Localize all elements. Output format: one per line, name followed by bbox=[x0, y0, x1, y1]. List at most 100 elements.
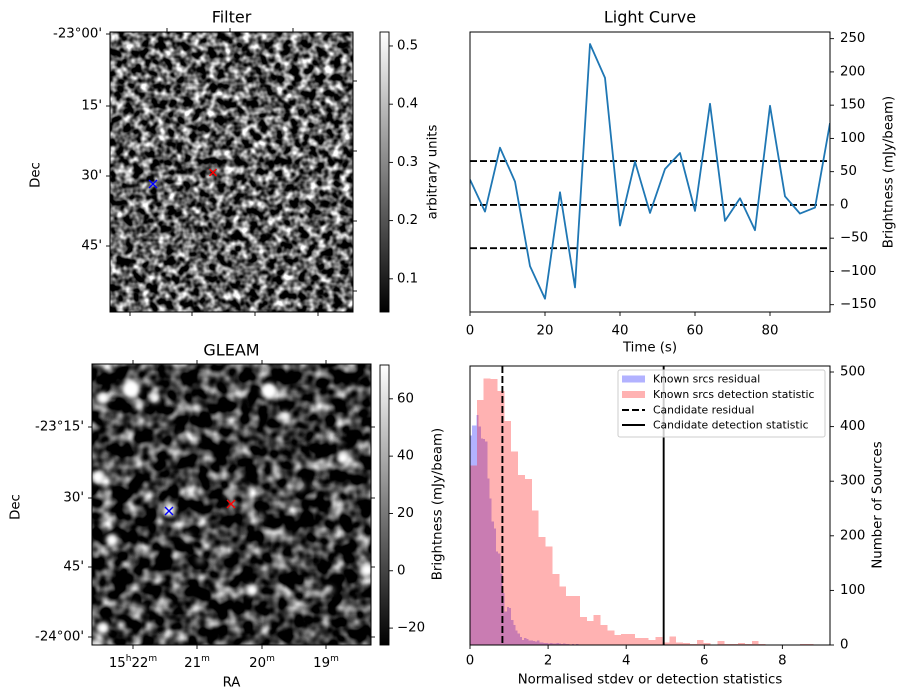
y-tick-label: 400 bbox=[840, 419, 865, 434]
y-tick-label: 100 bbox=[840, 131, 865, 146]
x-axis-label: Time (s) bbox=[622, 341, 677, 356]
radio-source bbox=[325, 585, 335, 595]
y-tick-label: 500 bbox=[840, 365, 865, 380]
residual-histogram-bar bbox=[558, 643, 562, 645]
residual-histogram-bar bbox=[571, 643, 575, 645]
y-tick-label: 250 bbox=[840, 31, 865, 46]
residual-histogram-bar bbox=[517, 633, 520, 645]
legend-residual-swatch bbox=[622, 375, 645, 383]
residual-histogram-bar bbox=[550, 642, 553, 645]
detection-histogram-bar bbox=[758, 643, 766, 645]
residual-histogram-bar bbox=[474, 425, 477, 645]
colorbar-tick-label: 60 bbox=[397, 391, 414, 406]
light-curve-panel: 0 20 40 60 80 250 200 150 100 50 0 −50 −100 −150 Light… bbox=[466, 8, 897, 356]
residual-histogram-bar bbox=[485, 441, 488, 645]
detection-histogram-bar bbox=[524, 479, 532, 645]
dec-axis-label: Dec bbox=[29, 162, 44, 188]
detection-histogram-bars bbox=[470, 378, 814, 645]
x-tick-label: 20 bbox=[537, 324, 554, 339]
residual-histogram-bar bbox=[493, 528, 497, 645]
x-axis-label: Normalised stdev or detection statistics bbox=[518, 673, 783, 688]
radio-source bbox=[337, 452, 349, 464]
residual-histogram-bar bbox=[487, 478, 490, 645]
cross-stroke bbox=[226, 499, 236, 509]
x-tick-label: 40 bbox=[612, 324, 629, 339]
colorbar: 0.5 0.4 0.3 0.2 0.1 arbitrary units bbox=[379, 31, 441, 313]
colorbar-gradient bbox=[380, 32, 389, 312]
detection-histogram-bar bbox=[614, 635, 622, 645]
dec-tick-label: 45' bbox=[81, 239, 102, 254]
residual-histogram-bar bbox=[476, 415, 479, 645]
residual-histogram-bar bbox=[532, 641, 536, 645]
residual-histogram-bar bbox=[556, 642, 559, 645]
x-tick-label: 0 bbox=[466, 324, 474, 339]
detection-histogram-bar bbox=[531, 510, 539, 645]
residual-histogram-bar bbox=[543, 642, 546, 645]
detection-histogram-bar bbox=[634, 637, 642, 645]
legend-label: Candidate detection statistic bbox=[653, 419, 809, 432]
residual-histogram-bar bbox=[502, 593, 505, 645]
radio-source bbox=[136, 604, 146, 614]
residual-histogram-bar bbox=[506, 606, 510, 645]
detection-histogram-bar bbox=[669, 636, 677, 645]
detection-histogram-bar bbox=[497, 391, 505, 645]
residual-histogram-bar bbox=[500, 573, 503, 645]
residual-histogram-bar bbox=[498, 553, 501, 645]
residual-histogram-bar bbox=[535, 641, 538, 645]
residual-histogram-bar bbox=[489, 498, 492, 645]
y-tick-label: 100 bbox=[840, 583, 865, 598]
radio-source bbox=[178, 433, 186, 441]
radio-source bbox=[122, 380, 140, 398]
detection-histogram-bar bbox=[490, 379, 498, 645]
detection-histogram-bar bbox=[717, 641, 725, 645]
x-tick-label: 4 bbox=[622, 654, 630, 669]
residual-histogram-bar bbox=[515, 630, 518, 645]
y-tick-label: −50 bbox=[840, 231, 868, 246]
y-tick-label: 0 bbox=[840, 197, 848, 212]
detection-histogram-bar bbox=[545, 546, 553, 645]
plot-frame bbox=[469, 365, 831, 646]
radio-source bbox=[255, 512, 265, 522]
detection-histogram-bar bbox=[586, 620, 594, 645]
residual-histogram-bar bbox=[563, 643, 566, 645]
x-tick-label: 60 bbox=[687, 324, 704, 339]
filter-frame bbox=[109, 31, 354, 313]
ra-tick-label: 15h22m bbox=[109, 654, 157, 671]
gleam-title: GLEAM bbox=[203, 341, 259, 360]
gleam-frame bbox=[91, 363, 372, 646]
ra-unit-superscript: h bbox=[126, 654, 132, 664]
radio-source bbox=[97, 392, 109, 404]
radio-source bbox=[150, 393, 160, 403]
detection-histogram-bar bbox=[600, 624, 608, 645]
radio-source bbox=[92, 470, 105, 484]
radio-source bbox=[246, 584, 258, 596]
ra-unit-superscript: m bbox=[148, 654, 157, 664]
residual-histogram-bar bbox=[530, 640, 533, 645]
residual-histogram-bar bbox=[496, 551, 499, 645]
residual-histogram-bar bbox=[519, 636, 523, 645]
residual-histogram-bar bbox=[576, 643, 579, 645]
detection-histogram-bar bbox=[566, 595, 574, 645]
dec-tick-label: 45' bbox=[63, 560, 84, 575]
ra-unit-superscript: m bbox=[201, 654, 210, 664]
filter-title: Filter bbox=[212, 8, 252, 27]
y-tick-label: 300 bbox=[840, 474, 865, 489]
residual-histogram-bar bbox=[472, 425, 475, 645]
residual-histogram-bar bbox=[522, 640, 525, 645]
detection-histogram-bar bbox=[511, 451, 519, 645]
residual-histogram-bar bbox=[539, 642, 542, 645]
radio-source bbox=[182, 532, 192, 542]
detection-histogram-bar bbox=[579, 617, 587, 645]
residual-histogram-bar bbox=[470, 435, 473, 645]
detection-histogram-bar bbox=[696, 640, 704, 645]
x-tick-label: 8 bbox=[778, 654, 786, 669]
residual-histogram-bar bbox=[541, 642, 544, 645]
radio-source bbox=[128, 602, 138, 612]
cross-stroke bbox=[148, 179, 158, 189]
radio-source bbox=[261, 383, 277, 399]
detection-histogram-bar bbox=[552, 574, 560, 645]
colorbar-tick-label: −20 bbox=[397, 621, 425, 636]
plot-area bbox=[470, 43, 830, 300]
residual-histogram-bar bbox=[526, 638, 529, 645]
radio-source bbox=[295, 481, 305, 491]
